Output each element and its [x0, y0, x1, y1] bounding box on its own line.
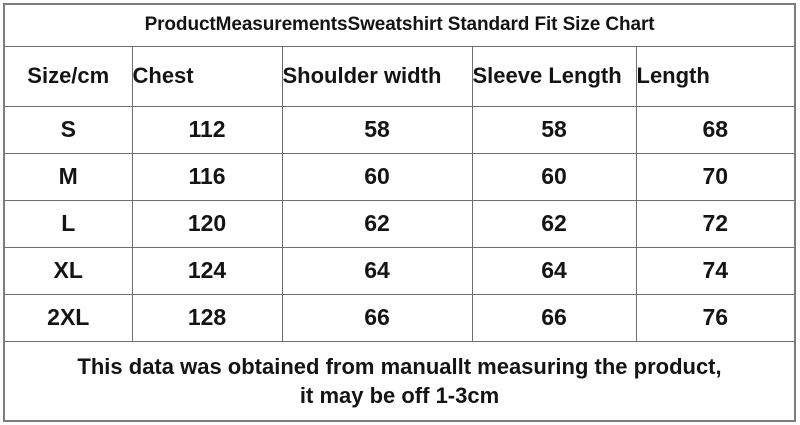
cell-size: S — [3, 105, 133, 154]
table-row: S 112 58 58 68 — [3, 105, 796, 154]
cell-shoulder-width: 66 — [281, 293, 473, 342]
disclaimer-line-1: This data was obtained from manuallt mea… — [77, 353, 722, 379]
table-row: XL 124 64 64 74 — [3, 246, 796, 295]
cell-chest: 128 — [131, 293, 283, 342]
cell-chest: 120 — [131, 199, 283, 248]
cell-size: 2XL — [3, 293, 133, 342]
column-header-shoulder-width: Shoulder width — [281, 45, 473, 107]
size-chart-table: ProductMeasurementsSweatshirt Standard F… — [3, 3, 797, 422]
cell-sleeve-length: 60 — [471, 152, 637, 201]
cell-shoulder-width: 58 — [281, 105, 473, 154]
cell-chest: 116 — [131, 152, 283, 201]
cell-size: L — [3, 199, 133, 248]
cell-length: 76 — [635, 293, 796, 342]
cell-chest: 112 — [131, 105, 283, 154]
column-header-size: Size/cm — [3, 45, 133, 107]
title-row: ProductMeasurementsSweatshirt Standard F… — [4, 4, 796, 47]
column-header-sleeve-length: Sleeve Length — [471, 45, 637, 107]
cell-size: M — [3, 152, 133, 201]
measurement-disclaimer: This data was obtained from manuallt mea… — [4, 340, 796, 421]
table-row: M 116 60 60 70 — [3, 152, 796, 201]
cell-sleeve-length: 64 — [471, 246, 637, 295]
cell-shoulder-width: 62 — [281, 199, 473, 248]
cell-shoulder-width: 64 — [281, 246, 473, 295]
cell-length: 68 — [635, 105, 796, 154]
table-row: 2XL 128 66 66 76 — [3, 293, 796, 342]
column-header-length: Length — [635, 45, 796, 107]
column-header-chest: Chest — [131, 45, 283, 107]
cell-length: 72 — [635, 199, 796, 248]
cell-sleeve-length: 66 — [471, 293, 637, 342]
table-row: L 120 62 62 72 — [3, 199, 796, 248]
note-row: This data was obtained from manuallt mea… — [4, 340, 796, 421]
cell-length: 70 — [635, 152, 796, 201]
cell-shoulder-width: 60 — [281, 152, 473, 201]
cell-sleeve-length: 58 — [471, 105, 637, 154]
cell-sleeve-length: 62 — [471, 199, 637, 248]
cell-length: 74 — [635, 246, 796, 295]
cell-chest: 124 — [131, 246, 283, 295]
header-row: Size/cm Chest Shoulder width Sleeve Leng… — [3, 45, 796, 107]
cell-size: XL — [3, 246, 133, 295]
chart-title: ProductMeasurementsSweatshirt Standard F… — [4, 4, 796, 47]
disclaimer-line-2: it may be off 1-3cm — [299, 382, 500, 408]
